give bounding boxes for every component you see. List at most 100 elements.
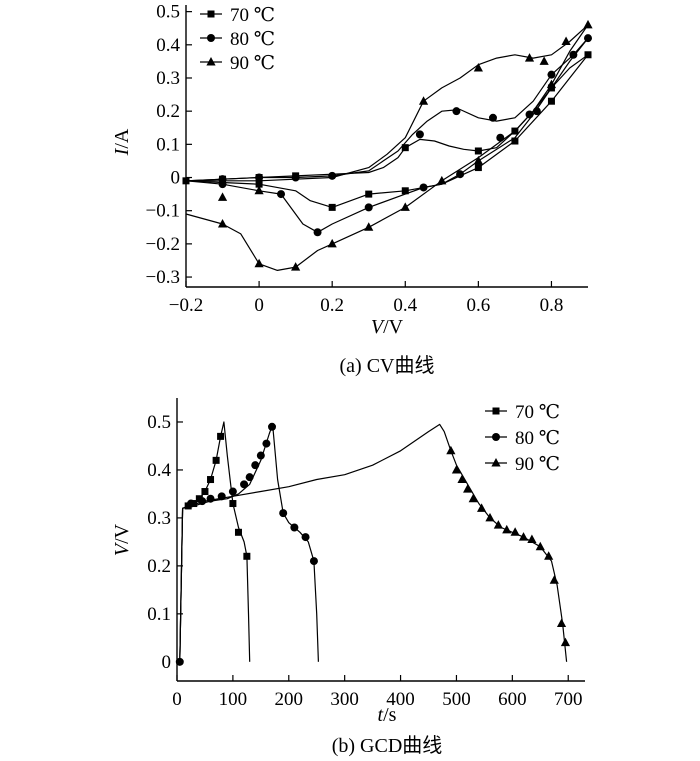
- data-point-triangle: [583, 19, 593, 29]
- x-tick-label: 0.4: [393, 295, 417, 316]
- data-point-triangle: [539, 56, 549, 65]
- legend-label: 80 ℃: [515, 428, 560, 449]
- data-point-square: [234, 528, 242, 536]
- data-point-circle: [364, 203, 373, 212]
- data-point-square: [401, 187, 409, 195]
- data-point-circle: [218, 180, 227, 189]
- data-point-square: [217, 432, 225, 440]
- data-point-triangle: [485, 512, 495, 522]
- data-point-triangle: [473, 63, 483, 72]
- y-tick-label: −0.3: [146, 267, 180, 288]
- data-point-circle: [245, 473, 254, 482]
- x-axis-label: V/V: [371, 316, 404, 338]
- data-point-circle: [532, 107, 541, 116]
- x-tick-label: 0: [254, 295, 264, 316]
- data-point-triangle: [535, 541, 545, 551]
- data-point-triangle: [493, 520, 503, 529]
- data-point-square: [255, 180, 263, 188]
- data-point-circle: [279, 509, 288, 518]
- data-point-circle: [262, 439, 271, 448]
- x-axis-label: t/s: [378, 704, 397, 726]
- data-point-square: [243, 552, 251, 560]
- data-point-triangle: [556, 618, 567, 627]
- data-point-triangle: [546, 79, 557, 89]
- series-triangle: [179, 423, 571, 662]
- data-point-triangle: [437, 175, 447, 185]
- data-point-circle: [415, 130, 424, 139]
- data-point-circle: [492, 433, 500, 441]
- data-point-circle: [452, 107, 461, 116]
- data-point-circle: [328, 171, 337, 180]
- x-tick-label: −0.2: [169, 295, 203, 316]
- data-point-triangle: [364, 222, 374, 231]
- series-line: [185, 37, 589, 233]
- x-tick-label: 700: [554, 689, 583, 710]
- data-point-circle: [268, 422, 277, 431]
- data-point-triangle: [418, 96, 429, 105]
- data-point-triangle: [527, 534, 537, 543]
- figure-caption: (b) GCD曲线: [332, 734, 443, 757]
- data-point-circle: [488, 113, 497, 122]
- data-point-triangle: [510, 527, 520, 536]
- data-point-triangle: [544, 551, 554, 560]
- x-tick-label: 500: [442, 689, 471, 710]
- legend: 70 ℃ 80 ℃ 90 ℃: [200, 5, 275, 74]
- data-point-triangle: [457, 474, 467, 484]
- data-point-square: [474, 147, 482, 155]
- x-tick-label: 100: [219, 689, 248, 710]
- x-tick-label: 0.6: [466, 295, 490, 316]
- data-point-circle: [291, 173, 300, 182]
- data-point-circle: [569, 50, 578, 59]
- x-tick-label: 600: [498, 689, 527, 710]
- legend-label: 80 ℃: [230, 29, 275, 50]
- data-point-triangle: [327, 238, 337, 248]
- data-point-triangle: [254, 258, 264, 268]
- series-triangle: [185, 19, 593, 271]
- y-axis-label: V/V: [111, 523, 133, 556]
- data-point-square: [229, 500, 237, 508]
- data-point-square: [511, 137, 519, 145]
- data-point-triangle: [451, 464, 462, 474]
- data-point-triangle: [400, 202, 410, 211]
- data-point-square: [401, 144, 409, 152]
- data-point-circle: [240, 480, 249, 489]
- series-square: [182, 51, 592, 211]
- data-point-triangle: [491, 458, 501, 467]
- data-point-circle: [277, 190, 286, 199]
- data-point-square: [365, 190, 373, 198]
- data-point-square: [207, 476, 215, 484]
- y-tick-label: −0.2: [146, 234, 180, 255]
- figure-caption: (a) CV曲线: [340, 354, 435, 377]
- y-tick-label: 0: [162, 652, 172, 673]
- data-point-triangle: [217, 192, 228, 201]
- data-point-square: [207, 10, 215, 18]
- data-point-triangle: [549, 575, 559, 584]
- data-point-square: [584, 51, 592, 59]
- data-point-triangle: [502, 524, 512, 534]
- legend-label: 70 ℃: [230, 5, 275, 26]
- data-point-triangle: [291, 262, 301, 271]
- data-point-triangle: [468, 493, 478, 503]
- data-point-circle: [313, 228, 322, 237]
- x-tick-label: 400: [386, 689, 415, 710]
- y-tick-label: 0.5: [156, 2, 180, 23]
- data-point-circle: [290, 523, 299, 532]
- data-point-circle: [496, 133, 505, 142]
- y-tick-label: 0.1: [156, 134, 180, 155]
- y-axis-label: I/A: [111, 128, 133, 156]
- data-point-square: [547, 97, 555, 105]
- series-line: [179, 423, 568, 662]
- data-point-circle: [584, 34, 592, 43]
- data-point-triangle: [477, 503, 487, 512]
- legend-label: 70 ℃: [515, 402, 560, 423]
- data-point-square: [492, 407, 500, 415]
- series-line: [185, 54, 589, 208]
- series-square: [179, 421, 251, 662]
- data-point-triangle: [446, 445, 456, 455]
- data-point-circle: [456, 170, 465, 179]
- data-point-circle: [206, 494, 215, 503]
- x-tick-label: 0.8: [540, 295, 564, 316]
- x-tick-label: 200: [275, 689, 304, 710]
- y-tick-label: 0.2: [147, 556, 171, 577]
